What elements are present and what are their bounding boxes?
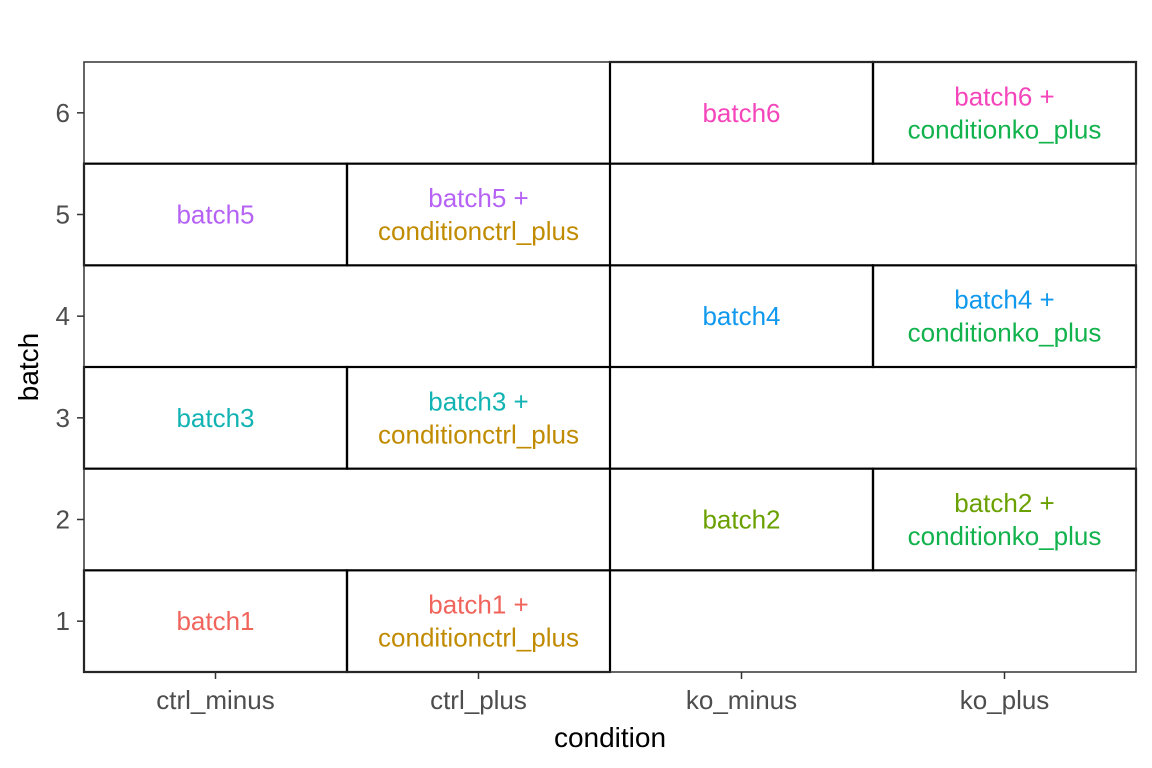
- y-tick-label: 4: [56, 301, 70, 331]
- y-tick-label: 3: [56, 403, 70, 433]
- cell-ko_plus-batch4: [871, 264, 1138, 369]
- y-tick-label: 5: [56, 200, 70, 230]
- axis-ticks: ctrl_minus ctrl_plus ko_minus ko_plus 1 2 3 4 5 6: [56, 98, 1050, 715]
- x-tick-label: ko_plus: [960, 685, 1050, 715]
- x-tick-label: ctrl_minus: [156, 685, 274, 715]
- panel-border: [83, 61, 1137, 673]
- cell-label: batch4 +: [954, 285, 1054, 315]
- cell-label: batch6: [702, 98, 780, 128]
- cell-label: batch1 +: [428, 590, 528, 620]
- cell-ko_plus-batch6: [871, 60, 1138, 165]
- cell-label: conditionctrl_plus: [378, 623, 579, 653]
- cell-label: batch2 +: [954, 488, 1054, 518]
- cell-label: batch6 +: [954, 81, 1054, 111]
- cell-label: batch3 +: [428, 386, 528, 416]
- cell-label: batch5 +: [428, 183, 528, 213]
- cell-label: batch5: [176, 200, 254, 230]
- cell-label: batch4: [702, 301, 780, 331]
- x-tick-label: ko_minus: [686, 685, 797, 715]
- y-tick-label: 2: [56, 505, 70, 535]
- y-axis-title: batch: [13, 333, 44, 402]
- x-tick-label: ctrl_plus: [430, 685, 527, 715]
- cell-label: conditionctrl_plus: [378, 216, 579, 246]
- cell-ctrl_plus-batch3: [345, 365, 612, 470]
- cell-label: conditionko_plus: [908, 318, 1102, 348]
- cell-label: batch1: [176, 606, 254, 636]
- cell-ko_plus-batch2: [871, 467, 1138, 572]
- cell-grid: [82, 60, 1138, 674]
- cell-label: conditionko_plus: [908, 521, 1102, 551]
- cell-label: conditionctrl_plus: [378, 419, 579, 449]
- y-tick-label: 1: [56, 606, 70, 636]
- y-tick-label: 6: [56, 98, 70, 128]
- x-axis-title: condition: [554, 722, 666, 753]
- cell-label: batch3: [176, 403, 254, 433]
- cell-ctrl_plus-batch5: [345, 162, 612, 267]
- cell-ctrl_plus-batch1: [345, 569, 612, 674]
- cell-label: batch2: [702, 505, 780, 535]
- cell-label: conditionko_plus: [908, 114, 1102, 144]
